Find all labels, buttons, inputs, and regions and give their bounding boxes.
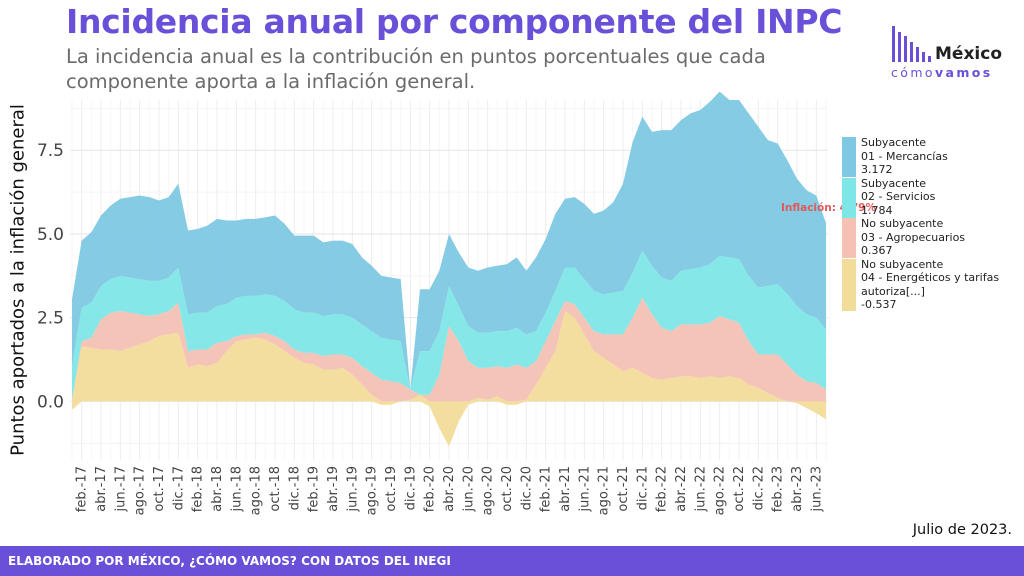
x-tick-label: ago.-22 — [713, 466, 728, 515]
x-tick-label: oct.-17 — [152, 466, 167, 512]
legend-value: 1.784 — [861, 203, 893, 217]
legend-swatch — [842, 137, 856, 177]
area-energeticos — [72, 310, 826, 402]
x-tick-label: jun.-23 — [809, 466, 824, 512]
legend-value: -0.537 — [861, 298, 897, 311]
y-tick-label: 7.5 — [37, 141, 64, 161]
x-tick-label: dic.-18 — [287, 466, 302, 510]
x-tick-label: jun.-21 — [577, 466, 592, 512]
legend-item: Subyacente 02 - Servicios 1.784 — [842, 177, 1018, 218]
legend-swatch — [842, 258, 856, 311]
x-tick-label: abr.-18 — [210, 466, 225, 512]
x-tick-label: oct.-18 — [268, 466, 283, 512]
legend-line2: 01 - Mercancías — [861, 149, 948, 163]
x-tick-label: abr.-22 — [674, 466, 689, 512]
legend-line1: No subyacente — [861, 217, 944, 230]
x-tick-label: dic.-20 — [519, 466, 534, 510]
legend-value: 3.172 — [861, 163, 893, 176]
x-tick-label: ago.-17 — [133, 466, 148, 515]
x-tick-label: jun.-19 — [345, 466, 360, 512]
area-mercancias — [72, 91, 826, 390]
date-note: Julio de 2023. — [912, 522, 1012, 538]
area-agropecuarios — [72, 297, 826, 402]
logo-word: México — [935, 44, 1002, 64]
x-tick-label: oct.-22 — [732, 466, 747, 512]
x-tick-label: dic.-19 — [403, 466, 418, 510]
x-tick-label: jun.-22 — [693, 466, 708, 512]
x-tick-label: feb.-20 — [423, 466, 438, 512]
x-tick-label: jun.-18 — [229, 466, 244, 512]
x-tick-label: feb.-17 — [75, 466, 90, 512]
x-tick-label: dic.-17 — [171, 466, 186, 510]
footer-credits: ELABORADO POR MÉXICO, ¿CÓMO VAMOS? CON D… — [0, 546, 1024, 576]
area-energeticos-negative — [72, 401, 826, 447]
y-tick-label: 2.5 — [37, 309, 64, 329]
y-tick-label: 5.0 — [37, 225, 64, 245]
x-tick-label: abr.-19 — [326, 466, 341, 512]
x-tick-label: jun.-20 — [461, 466, 476, 512]
x-tick-label: dic.-21 — [635, 466, 650, 510]
legend-line2: 03 - Agropecuarios — [861, 230, 966, 244]
x-tick-label: feb.-21 — [539, 466, 554, 512]
x-tick-label: ago.-20 — [481, 466, 496, 515]
x-tick-label: oct.-19 — [384, 466, 399, 512]
legend-line1: Subyacente — [861, 176, 927, 190]
legend-line3: autoriza[...] — [861, 284, 925, 298]
page-title: Incidencia anual por componente del INPC — [66, 2, 843, 41]
legend-line1: Subyacente — [861, 136, 927, 149]
x-tick-label: dic.-22 — [751, 466, 766, 510]
legend-line1: No subyacente — [861, 257, 944, 271]
legend-item: No subyacente 04 - Energéticos y tarifas a… — [842, 258, 1018, 312]
y-tick-label: 0.0 — [37, 392, 64, 412]
legend-value: 0.367 — [861, 244, 893, 257]
legend: Subyacente 01 - Mercancías 3.172 Subyacente… — [842, 136, 1018, 312]
legend-swatch — [842, 218, 856, 258]
legend-item: No subyacente 03 - Agropecuarios 0.367 — [842, 217, 1018, 258]
logo-bars-icon — [888, 22, 934, 62]
x-tick-label: feb.-19 — [307, 466, 322, 512]
legend-item: Subyacente 01 - Mercancías 3.172 — [842, 136, 1018, 177]
x-tick-label: feb.-18 — [191, 466, 206, 512]
logo-sub: cómovamos — [891, 65, 993, 80]
area-servicios — [72, 250, 826, 400]
x-tick-label: abr.-17 — [94, 466, 109, 512]
x-tick-label: oct.-20 — [500, 466, 515, 512]
x-tick-label: jun.-17 — [113, 466, 128, 512]
x-tick-label: ago.-19 — [365, 466, 380, 515]
x-tick-label: oct.-21 — [616, 466, 631, 512]
page-subtitle: La incidencia anual es la contribución e… — [66, 45, 766, 93]
x-tick-label: abr.-23 — [790, 466, 805, 512]
mexico-como-vamos-logo: México cómovamos — [888, 22, 1018, 82]
x-tick-label: ago.-18 — [249, 466, 264, 515]
legend-swatch — [842, 177, 856, 218]
x-tick-label: feb.-23 — [771, 466, 786, 512]
x-tick-label: abr.-21 — [558, 466, 573, 512]
legend-line2: 04 - Energéticos y tarifas — [861, 271, 1000, 284]
legend-line2: 02 - Servicios — [861, 190, 936, 203]
x-tick-label: abr.-20 — [442, 466, 457, 512]
x-tick-label: feb.-22 — [655, 466, 670, 512]
x-tick-label: ago.-21 — [597, 466, 612, 515]
